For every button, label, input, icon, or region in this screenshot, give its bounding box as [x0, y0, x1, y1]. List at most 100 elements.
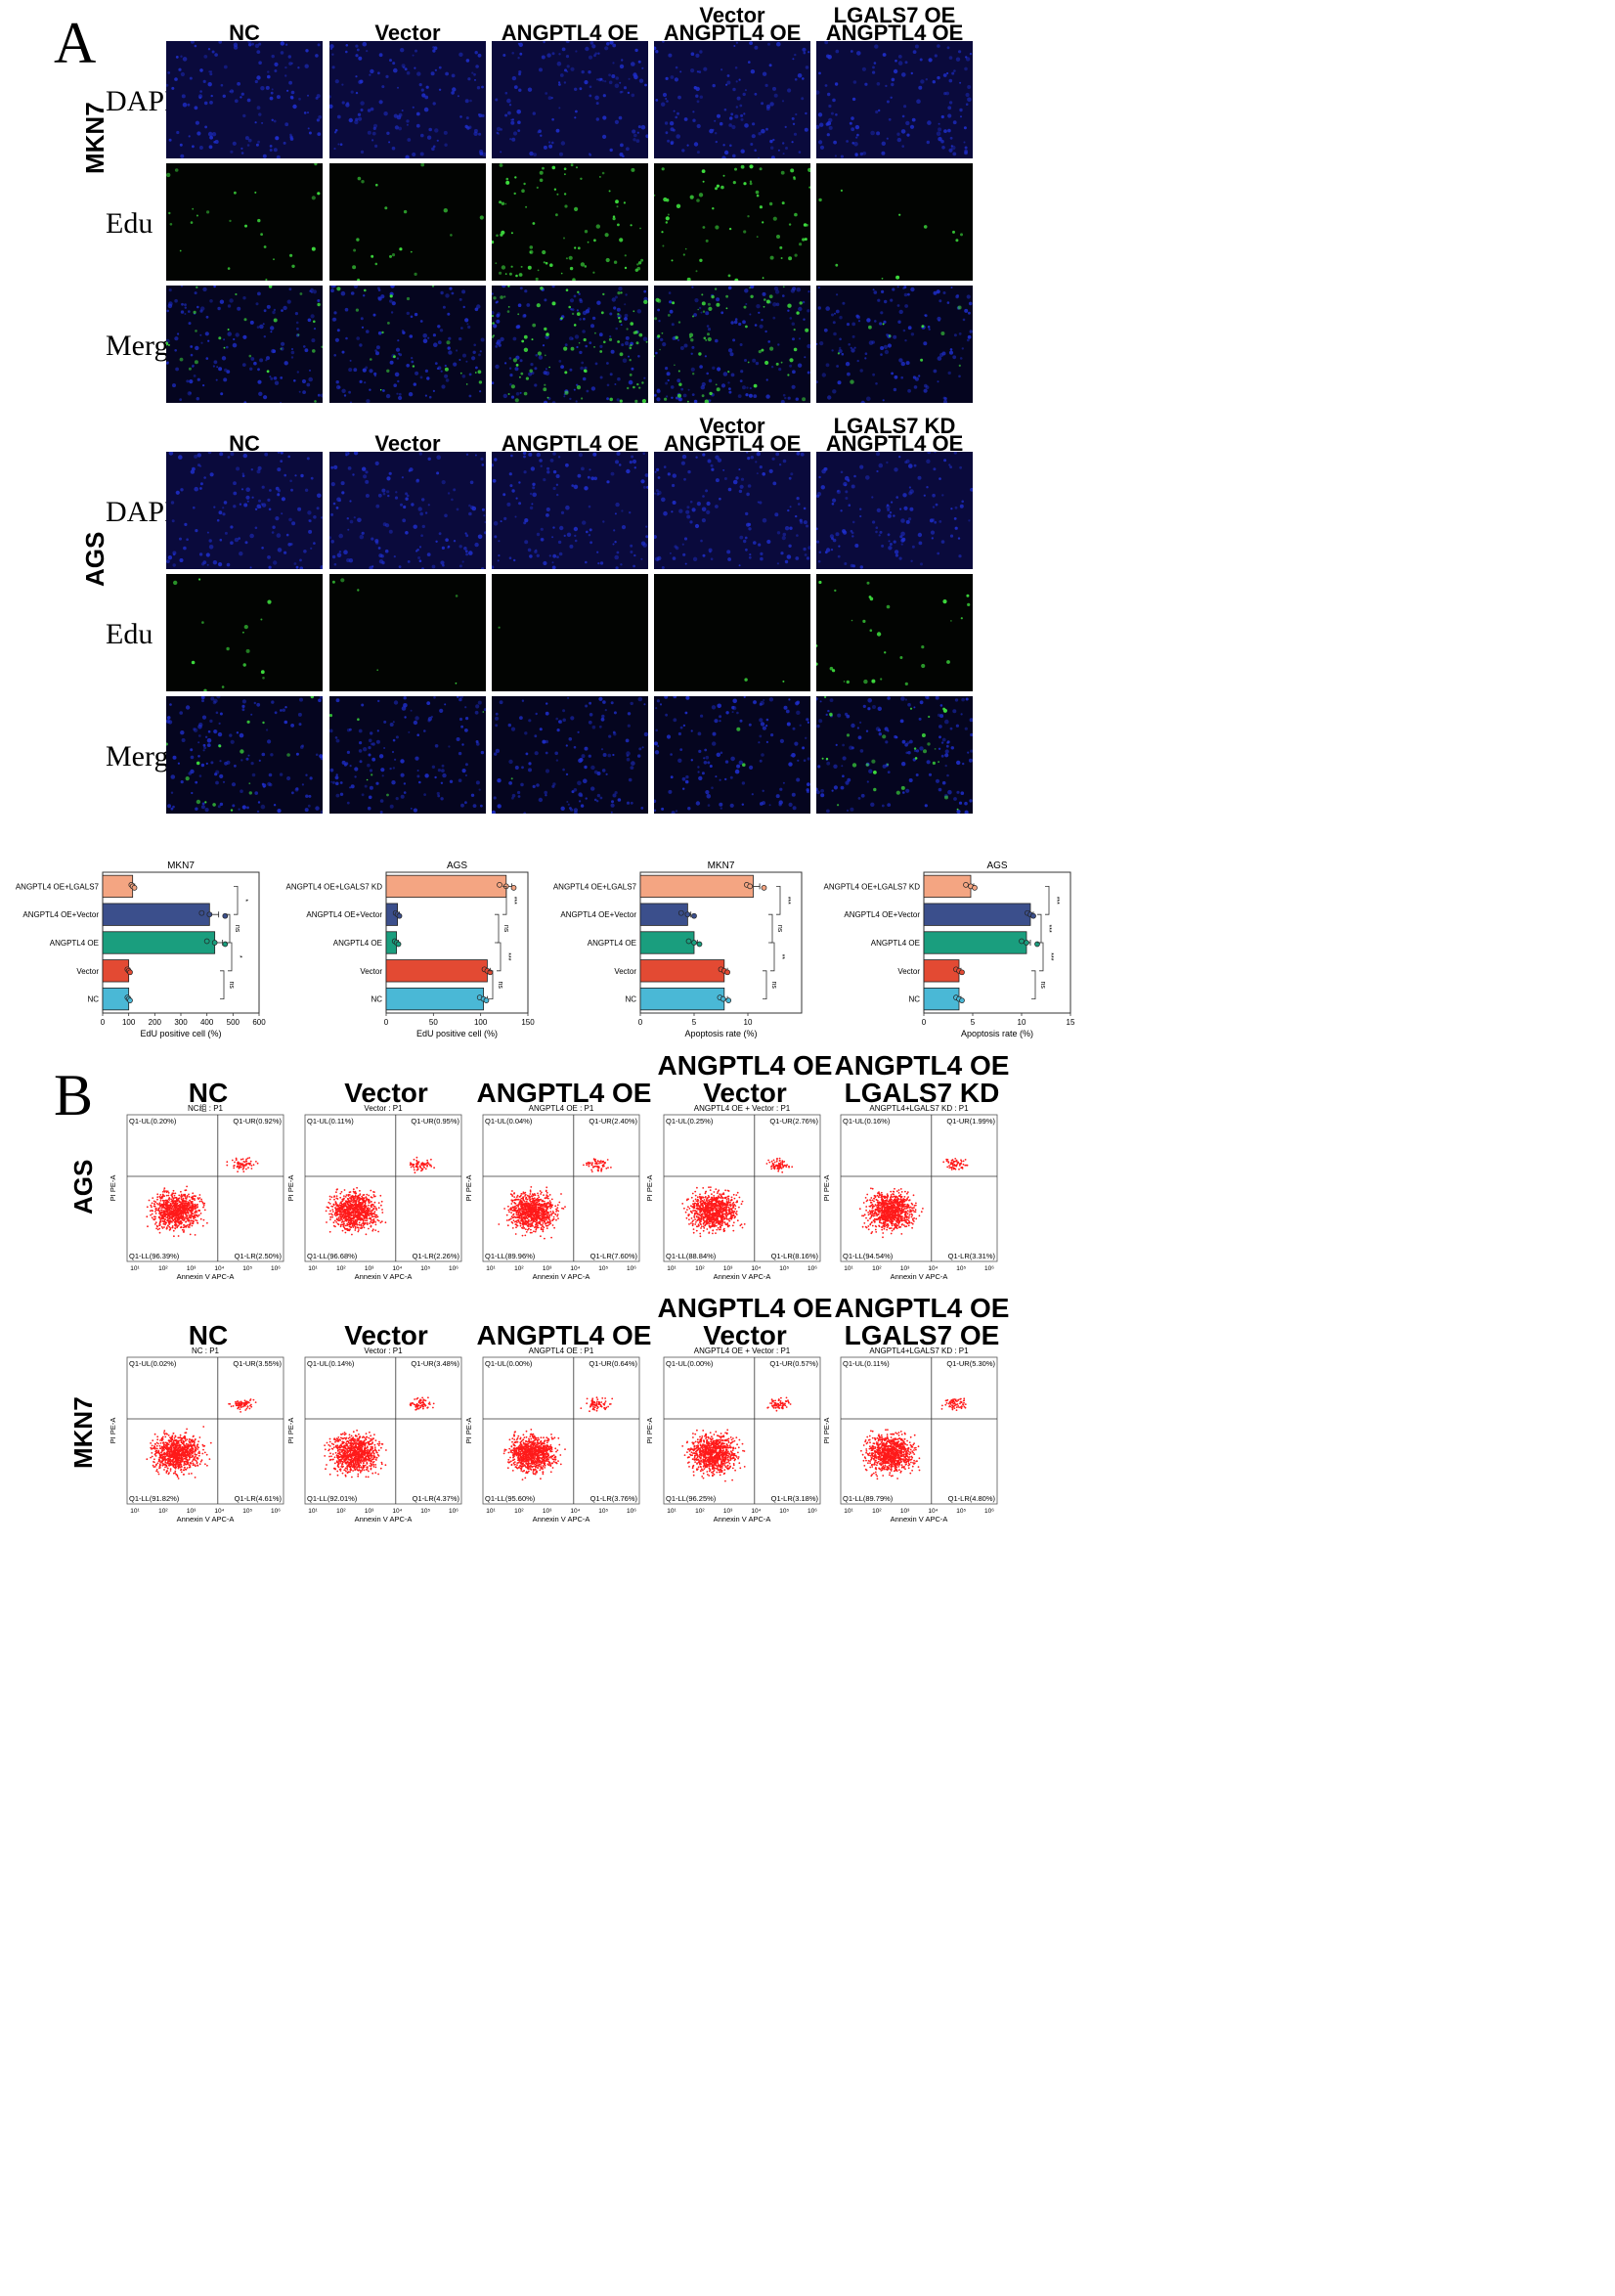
significance-bracket — [502, 886, 507, 915]
x-axis-label: EdU positive cell (%) — [140, 1029, 221, 1038]
flow-plot-title: Vector : P1 — [364, 1347, 403, 1355]
quadrant-label-lr: Q1-LR(4.80%) — [948, 1494, 996, 1503]
flow-plot-title: ANGPTL4 OE : P1 — [529, 1347, 594, 1355]
flow-y-axis-label: PI PE-A — [464, 1175, 473, 1202]
flow-plot: NC组 : P1 Q1-UL(0.20%) Q1-UR(0.92%) Q1-LL(96… — [109, 1103, 284, 1281]
quadrant-label-ll: Q1-LL(88.84%) — [666, 1252, 717, 1260]
quadrant-label-lr: Q1-LR(2.26%) — [413, 1252, 460, 1260]
chart-title: AGS — [986, 861, 1007, 871]
flow-x-axis-label: Annexin V APC-A — [891, 1515, 948, 1523]
chart-title: AGS — [447, 861, 467, 871]
x-tick-label: 400 — [200, 1018, 214, 1027]
flow-x-axis-label: Annexin V APC-A — [355, 1515, 413, 1523]
micrograph-merge — [166, 696, 323, 814]
quadrant-label-ur: Q1-UR(5.30%) — [946, 1359, 995, 1368]
category-label: ANGPTL4 OE — [588, 939, 636, 948]
bar — [385, 987, 484, 1011]
data-point — [724, 969, 730, 976]
x-tick-label: 10³ — [543, 1265, 552, 1272]
x-tick-label: 10³ — [900, 1265, 910, 1272]
x-tick-label: 10² — [336, 1508, 346, 1515]
significance-label: *** — [784, 897, 791, 905]
x-tick-label: 10⁵ — [956, 1265, 966, 1272]
significance-label: ns — [228, 981, 235, 989]
data-point — [685, 938, 692, 945]
data-point — [211, 940, 218, 946]
column-header: LGALS7 OE — [833, 3, 956, 27]
row-label-dapi: DAPI — [106, 496, 175, 528]
significance-label: *** — [510, 897, 517, 905]
x-tick-label: 5 — [971, 1018, 976, 1027]
x-tick-label: 10² — [336, 1265, 346, 1272]
flow-column-header: NC — [188, 1078, 229, 1108]
data-point — [483, 997, 490, 1003]
quadrant-label-ul: Q1-UL(0.14%) — [307, 1359, 355, 1368]
flow-column-header: LGALS7 OE — [844, 1320, 1000, 1350]
quadrant-label-ul: Q1-UL(0.25%) — [666, 1117, 714, 1126]
x-tick-label: 10⁵ — [242, 1265, 252, 1272]
quadrant-label-ul: Q1-UL(0.04%) — [485, 1117, 533, 1126]
mkn7-flow-cell-line-label: MKN7 — [68, 1396, 98, 1469]
flow-y-axis-label: PI PE-A — [286, 1418, 295, 1444]
flow-plot-title: NC : P1 — [192, 1347, 220, 1355]
flow-column-header: ANGPTL4 OE — [476, 1078, 652, 1108]
significance-label: ns — [770, 981, 777, 989]
data-point — [696, 941, 703, 948]
x-tick-label: 200 — [149, 1018, 162, 1027]
x-tick-label: 100 — [474, 1018, 488, 1027]
data-point — [963, 882, 969, 888]
flow-plot-title: ANGPTL4 OE + Vector : P1 — [694, 1104, 791, 1113]
flow-plot-title: NC组 : P1 — [188, 1103, 224, 1113]
flow-column-header: ANGPTL4 OE — [834, 1293, 1010, 1323]
significance-bracket — [489, 970, 494, 999]
flow-frame — [840, 1356, 998, 1505]
micrograph-merge — [329, 696, 486, 814]
category-label: ANGPTL4 OE+LGALS7 — [16, 882, 100, 891]
x-tick-label: 0 — [638, 1018, 643, 1027]
x-tick-label: 10⁵ — [598, 1265, 608, 1272]
category-label: NC — [625, 995, 636, 1004]
flow-frame — [482, 1356, 640, 1505]
data-point — [1030, 912, 1036, 919]
category-label: ANGPTL4 OE — [50, 939, 99, 948]
micrograph-edu — [329, 574, 486, 691]
x-axis-label: EdU positive cell (%) — [416, 1029, 498, 1038]
flow-x-axis-label: Annexin V APC-A — [177, 1272, 235, 1281]
significance-label: * — [241, 899, 248, 902]
flow-plot: ANGPTL4 OE + Vector : P1 Q1-UL(0.25%) Q1-U… — [645, 1104, 821, 1281]
quadrant-label-ur: Q1-UR(0.92%) — [233, 1117, 282, 1126]
quadrant-label-ul: Q1-UL(0.11%) — [307, 1117, 354, 1126]
x-tick-label: 500 — [227, 1018, 240, 1027]
x-tick-label: 10⁶ — [271, 1265, 281, 1272]
category-label: Vector — [76, 967, 99, 976]
flow-frame — [840, 1114, 998, 1262]
data-point — [127, 969, 133, 976]
significance-label: *** — [1045, 925, 1052, 933]
column-header: Vector — [699, 3, 765, 27]
x-tick-label: 10 — [744, 1018, 753, 1027]
x-axis-label: Apoptosis rate (%) — [684, 1029, 757, 1038]
x-tick-label: 10⁴ — [570, 1508, 580, 1515]
flow-y-axis-label: PI PE-A — [645, 1175, 654, 1202]
bar — [385, 959, 488, 983]
category-label: ANGPTL4 OE — [871, 939, 920, 948]
significance-label: ns — [1039, 981, 1046, 989]
column-header: ANGPTL4 OE — [825, 21, 964, 45]
x-tick-label: 10² — [158, 1508, 168, 1515]
bar — [639, 874, 754, 899]
data-point — [725, 997, 732, 1003]
panel-letter-b: B — [54, 1063, 94, 1127]
bar — [923, 903, 1031, 926]
bar — [923, 931, 1027, 954]
category-label: Vector — [360, 967, 382, 976]
micrograph-edu — [816, 163, 973, 281]
significance-label: ** — [778, 954, 785, 960]
category-label: Vector — [614, 967, 636, 976]
micrograph-edu — [492, 163, 648, 281]
x-tick-label: 10⁵ — [779, 1265, 789, 1272]
data-point — [497, 882, 502, 888]
flow-y-axis-label: PI PE-A — [822, 1418, 831, 1444]
column-header: LGALS7 KD — [833, 414, 956, 438]
flow-column-header: Vector — [344, 1320, 428, 1350]
flow-column-header: Vector — [703, 1320, 787, 1350]
